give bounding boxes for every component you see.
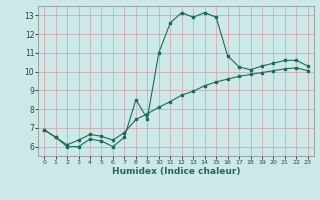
X-axis label: Humidex (Indice chaleur): Humidex (Indice chaleur) xyxy=(112,167,240,176)
